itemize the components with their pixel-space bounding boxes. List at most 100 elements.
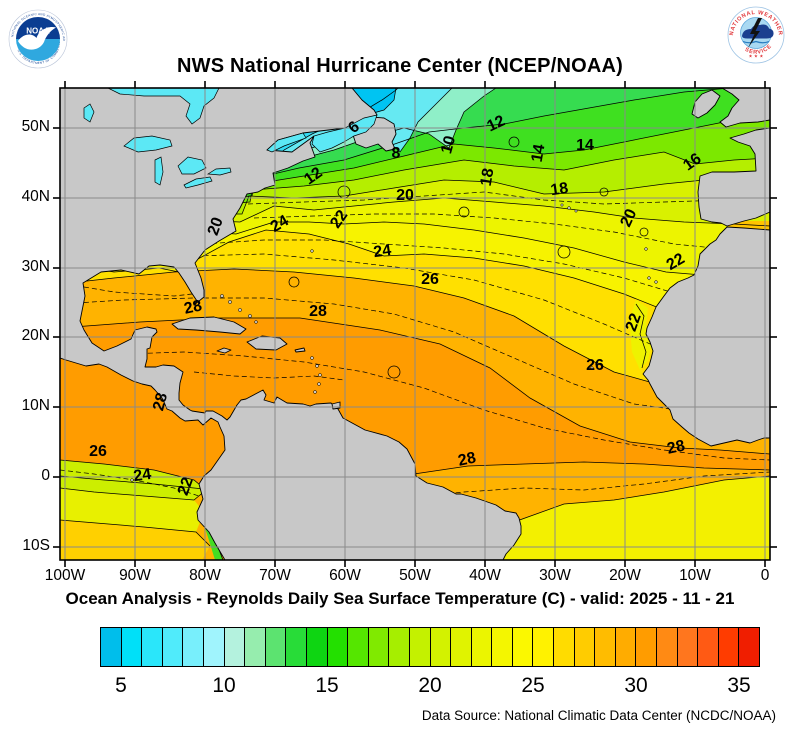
colorbar-cell [614, 628, 636, 666]
colorbar-tick-10: 10 [212, 674, 236, 697]
colorbar-cell [717, 628, 739, 666]
isotherm-label-20: 20 [617, 206, 640, 229]
colorbar-cell [120, 628, 142, 666]
isotherm-label-22: 22 [623, 311, 645, 334]
lat-label-40N: 40N [21, 188, 50, 205]
ireland [691, 89, 721, 119]
north-and-central-america [60, 88, 522, 560]
colorbar-cell [223, 628, 245, 666]
data-source-note: Data Source: National Climatic Data Cent… [421, 708, 776, 723]
colorbar-cell [305, 628, 327, 666]
lat-label-10N: 10N [21, 397, 50, 414]
colorbar-cell [738, 628, 759, 666]
puerto-rico [294, 347, 306, 353]
colorbar-cell [450, 628, 471, 666]
france-iberia [697, 127, 770, 227]
lake-superior [123, 135, 173, 153]
isotherm-label-10: 10 [438, 134, 459, 156]
isotherm-label-26: 26 [586, 357, 604, 374]
isotherm-label-28: 28 [666, 437, 687, 457]
jamaica [216, 347, 232, 354]
hudson-bay [107, 88, 220, 125]
colorbar-cell [532, 628, 554, 666]
axis-ticks [53, 81, 777, 567]
colorbar-cell [202, 628, 224, 666]
lon-label-0: 0 [760, 567, 770, 584]
small-islands [130, 203, 658, 482]
colorbar-cell [244, 628, 265, 666]
isotherm-label-20: 20 [396, 187, 414, 204]
colorbar-cell [553, 628, 574, 666]
isotherm-label-28: 28 [457, 449, 478, 469]
lon-label-20W: 20W [609, 567, 641, 584]
map-border [59, 87, 771, 561]
nws-wave-icon [742, 40, 770, 44]
colorbar-cell [594, 628, 615, 666]
pacific-band-24 [60, 488, 204, 532]
colorbar-cell [676, 628, 698, 666]
noaa-bird-icon [18, 27, 56, 50]
colorbar-cell [264, 628, 286, 666]
st-lawrence-river [266, 132, 307, 153]
south-atlantic-band [474, 476, 770, 560]
isotherm-label-22: 22 [175, 475, 197, 498]
colorbar-tick-35: 35 [727, 674, 751, 697]
lake-huron [177, 156, 207, 175]
isotherm-label-26: 26 [89, 443, 107, 460]
lon-label-90W: 90W [119, 567, 151, 584]
lat-label-30N: 30N [21, 258, 50, 275]
isotherm-label-24: 24 [372, 242, 392, 261]
isotherm-label-20: 20 [205, 215, 227, 238]
colorbar-cell [408, 628, 430, 666]
isotherm-label-28: 28 [309, 303, 327, 320]
colorbar-cell [491, 628, 512, 666]
isotherm-label-22: 22 [664, 250, 688, 274]
isotherm-label-14: 14 [576, 137, 594, 154]
colorbar-cell [326, 628, 348, 666]
hispaniola [246, 335, 288, 351]
isotherm-label-28: 28 [183, 297, 204, 317]
lat-label-10S: 10S [22, 537, 50, 554]
colorbar-cell [656, 628, 677, 666]
nws-logo: NATIONAL WEATHER SERVICE ★ ★ ★ [727, 6, 785, 64]
lon-label-30W: 30W [539, 567, 571, 584]
isotherm-label-14: 14 [529, 143, 549, 164]
lon-label-60W: 60W [329, 567, 361, 584]
cuba [171, 316, 247, 335]
isotherm-label-12: 12 [484, 112, 507, 135]
isotherm-label-28: 28 [150, 391, 171, 413]
map-caption: Ocean Analysis - Reynolds Daily Sea Surf… [65, 589, 735, 608]
isotherm-label-24: 24 [268, 212, 292, 236]
colorbar-cell [511, 628, 533, 666]
colorbar-cell [367, 628, 389, 666]
noaa-circle-top [16, 17, 60, 39]
page-title: NWS National Hurricane Center (NCEP/NOAA… [176, 55, 624, 77]
colorbar-cell [429, 628, 451, 666]
isotherm-label-18: 18 [549, 180, 569, 199]
colorbar-cell [697, 628, 718, 666]
lon-label-70W: 70W [259, 567, 291, 584]
canary-upwelling [630, 300, 652, 370]
nws-stars: ★ ★ ★ [749, 54, 765, 59]
colorbar-tick-5: 5 [115, 674, 127, 697]
lon-label-100W: 100W [44, 567, 86, 584]
lon-label-40W: 40W [469, 567, 501, 584]
colorbar-cell [285, 628, 306, 666]
colorbar-cell [101, 628, 121, 666]
lon-label-10W: 10W [679, 567, 711, 584]
colorbar-cell [573, 628, 595, 666]
nws-lightning-icon [748, 18, 762, 48]
noaa-logo: NATIONAL OCEANIC AND ATMOSPHERIC ADMINIS… [8, 9, 68, 69]
colorbar-tick-15: 15 [315, 674, 339, 697]
isotherm-label-18: 18 [478, 167, 498, 188]
colorbar [100, 627, 760, 667]
colorbar-cell [470, 628, 492, 666]
isotherm-label-8: 8 [392, 145, 401, 162]
colorbar-cell [347, 628, 368, 666]
isotherm-label-24: 24 [132, 466, 152, 485]
lat-label-50N: 50N [21, 118, 50, 135]
